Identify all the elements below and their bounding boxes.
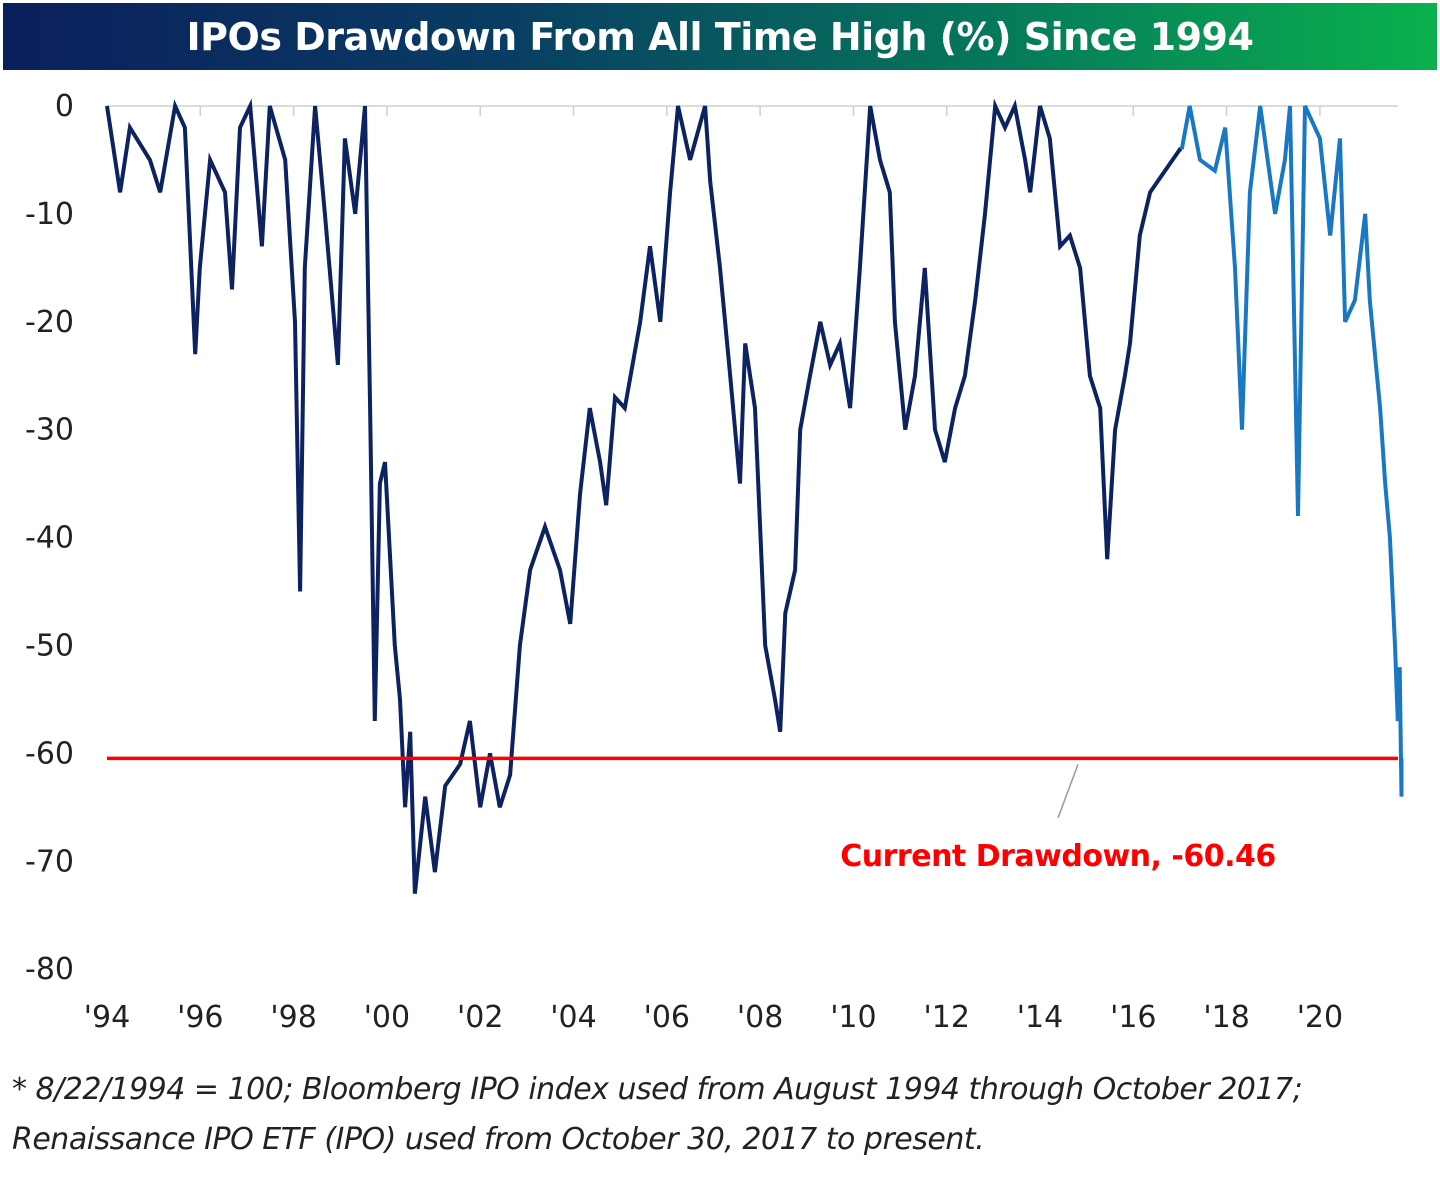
x-tick-label: '16 xyxy=(1110,1000,1156,1035)
x-tick-label: '96 xyxy=(177,1000,223,1035)
footnote-line-2: Renaissance IPO ETF (IPO) used from Octo… xyxy=(12,1122,985,1157)
x-tick-label: '12 xyxy=(923,1000,969,1035)
x-tick-label: '10 xyxy=(830,1000,876,1035)
x-tick-label: '06 xyxy=(644,1000,690,1035)
x-tick-label: '04 xyxy=(550,1000,596,1035)
y-tick-label: -40 xyxy=(25,521,74,556)
y-tick-label: -70 xyxy=(25,844,74,879)
annotation-leader-line xyxy=(1057,764,1079,819)
y-tick-label: -10 xyxy=(25,197,74,232)
chart-title: IPOs Drawdown From All Time High (%) Sin… xyxy=(186,14,1254,59)
y-tick-label: -30 xyxy=(25,413,74,448)
y-tick-label: -80 xyxy=(25,952,74,987)
x-tick-label: '94 xyxy=(84,1000,130,1035)
y-tick-label: -50 xyxy=(25,629,74,664)
current-drawdown-label: Current Drawdown, -60.46 xyxy=(840,839,1275,874)
x-tick-label: '08 xyxy=(737,1000,783,1035)
x-tick-label: '00 xyxy=(364,1000,410,1035)
y-tick-label: 0 xyxy=(55,89,74,124)
x-tick-label: '20 xyxy=(1297,1000,1343,1035)
series-line-bloomberg-ipo-index xyxy=(105,98,1182,894)
chart-title-bar: IPOs Drawdown From All Time High (%) Sin… xyxy=(3,3,1437,70)
x-tick-label: '18 xyxy=(1203,1000,1249,1035)
y-tick-label: -60 xyxy=(25,736,74,771)
x-tick-label: '14 xyxy=(1017,1000,1063,1035)
footnote-line-1: * 8/22/1994 = 100; Bloomberg IPO index u… xyxy=(12,1072,1303,1107)
series-line-renaissance-ipo-etf xyxy=(1179,105,1404,797)
x-tick-label: '98 xyxy=(270,1000,316,1035)
chart-plot: '94 '96 '98 '00 '02 '04 '06 '08 '10 '12 '14 '16 '18 '… xyxy=(25,89,1404,1035)
y-tick-label: -20 xyxy=(25,305,74,340)
x-tick-label: '02 xyxy=(457,1000,503,1035)
